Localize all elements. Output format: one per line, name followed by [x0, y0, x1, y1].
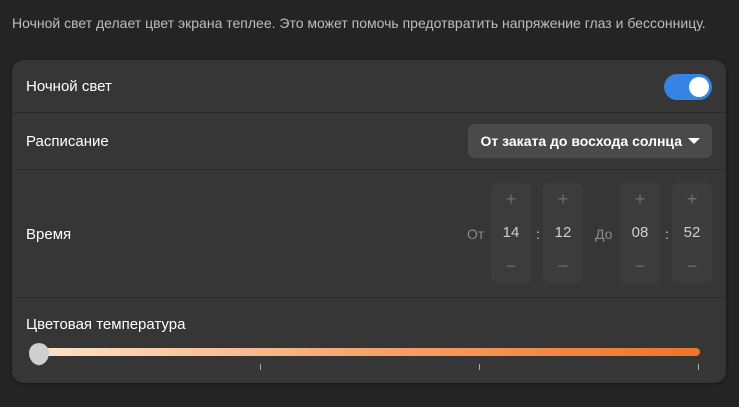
- minus-icon[interactable]: −: [634, 256, 646, 276]
- schedule-row: Расписание От заката до восхода солнца: [12, 113, 726, 170]
- temperature-label: Цветовая температура: [26, 316, 186, 333]
- slider-thumb[interactable]: [29, 343, 49, 366]
- temperature-row: Цветовая температура: [12, 298, 726, 383]
- colon: :: [536, 226, 540, 242]
- slider-tick: [479, 364, 480, 370]
- night-light-label: Ночной свет: [26, 78, 112, 95]
- schedule-label: Расписание: [26, 133, 109, 150]
- from-label: От: [467, 226, 485, 242]
- temperature-slider[interactable]: [40, 348, 700, 356]
- to-minute-value[interactable]: 52: [683, 224, 701, 241]
- from-minute-spinner: + 12 −: [543, 183, 583, 283]
- settings-card: Ночной свет Расписание От заката до восх…: [12, 60, 726, 383]
- toggle-knob: [689, 77, 709, 97]
- night-light-row: Ночной свет: [12, 60, 726, 113]
- plus-icon[interactable]: +: [634, 189, 646, 209]
- plus-icon[interactable]: +: [686, 189, 698, 209]
- colon: :: [665, 226, 669, 242]
- time-label: Время: [26, 226, 72, 243]
- chevron-down-icon: [688, 138, 700, 144]
- minus-icon[interactable]: −: [557, 256, 569, 276]
- slider-tick: [260, 364, 261, 370]
- minus-icon[interactable]: −: [505, 256, 517, 276]
- time-row: Время От + 14 − : + 12 − До + 08 − : + 5…: [12, 170, 726, 298]
- schedule-value: От заката до восхода солнца: [480, 133, 682, 149]
- from-hour-value[interactable]: 14: [502, 224, 520, 241]
- from-minute-value[interactable]: 12: [554, 224, 572, 241]
- to-hour-spinner: + 08 −: [620, 183, 660, 283]
- to-label: До: [595, 226, 613, 242]
- from-hour-spinner: + 14 −: [491, 183, 531, 283]
- plus-icon[interactable]: +: [557, 189, 569, 209]
- slider-tick: [698, 364, 699, 370]
- description: Ночной свет делает цвет экрана теплее. Э…: [12, 15, 706, 31]
- plus-icon[interactable]: +: [505, 189, 517, 209]
- schedule-dropdown[interactable]: От заката до восхода солнца: [468, 124, 712, 158]
- minus-icon[interactable]: −: [686, 256, 698, 276]
- night-light-toggle[interactable]: [664, 74, 712, 100]
- to-minute-spinner: + 52 −: [672, 183, 712, 283]
- to-hour-value[interactable]: 08: [631, 224, 649, 241]
